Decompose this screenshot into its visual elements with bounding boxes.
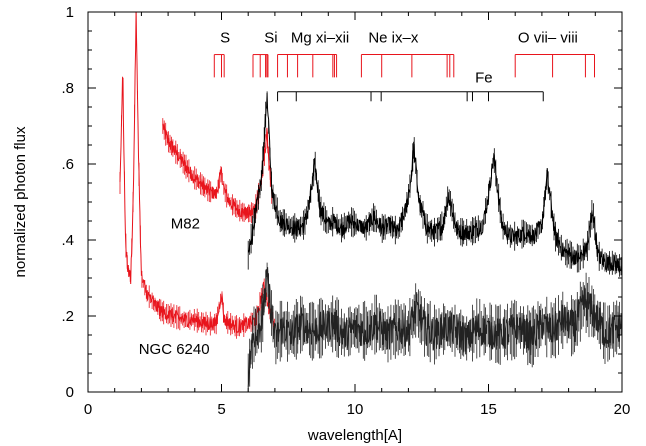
x-tick-label: 15 <box>480 401 497 418</box>
x-tick-label: 5 <box>217 401 225 418</box>
x-tick-label: 0 <box>84 401 92 418</box>
y-tick-label: 1 <box>66 4 74 21</box>
group-label: Fe <box>475 69 493 86</box>
line-group-ne-ix-x: Ne ix–x <box>360 29 455 78</box>
axis-tick-labels: M82 NGC 6240 0 5 10 15 20 0 .2 .4 .6 .8 1 <box>61 4 630 418</box>
series-m82 <box>162 91 622 277</box>
group-label: Mg xi–xii <box>291 29 349 46</box>
line-group-si: Si <box>252 29 278 78</box>
line-identifications: S Si Mg xi–xii Ne ix–x O vii– viii Fe <box>213 29 595 102</box>
line-group-s: S <box>213 29 230 78</box>
y-tick-label: .8 <box>61 80 74 97</box>
line-group-fe: Fe <box>277 69 544 102</box>
x-tick-label: 10 <box>347 401 364 418</box>
series-ngc-6240 <box>119 12 622 392</box>
axis-ticks <box>87 11 623 393</box>
group-label: Si <box>264 29 277 46</box>
line-group-mg-xi-xii: Mg xi–xii <box>277 29 349 78</box>
group-label: Ne ix–x <box>368 29 419 46</box>
group-label: O vii– viii <box>518 29 578 46</box>
series-label: M82 <box>171 216 200 233</box>
y-tick-label: .2 <box>61 308 74 325</box>
x-tick-label: 20 <box>614 401 631 418</box>
group-label: S <box>220 29 230 46</box>
plot-area <box>119 12 622 392</box>
x-axis-title: wavelength[A] <box>307 427 402 444</box>
y-tick-label: .4 <box>61 232 74 249</box>
series-label: NGC 6240 <box>139 341 210 358</box>
line-group-o-vii-viii: O vii– viii <box>514 29 595 78</box>
y-axis-title: normalized photon flux <box>12 126 29 277</box>
y-tick-label: .6 <box>61 156 74 173</box>
y-tick-label: 0 <box>66 384 74 401</box>
